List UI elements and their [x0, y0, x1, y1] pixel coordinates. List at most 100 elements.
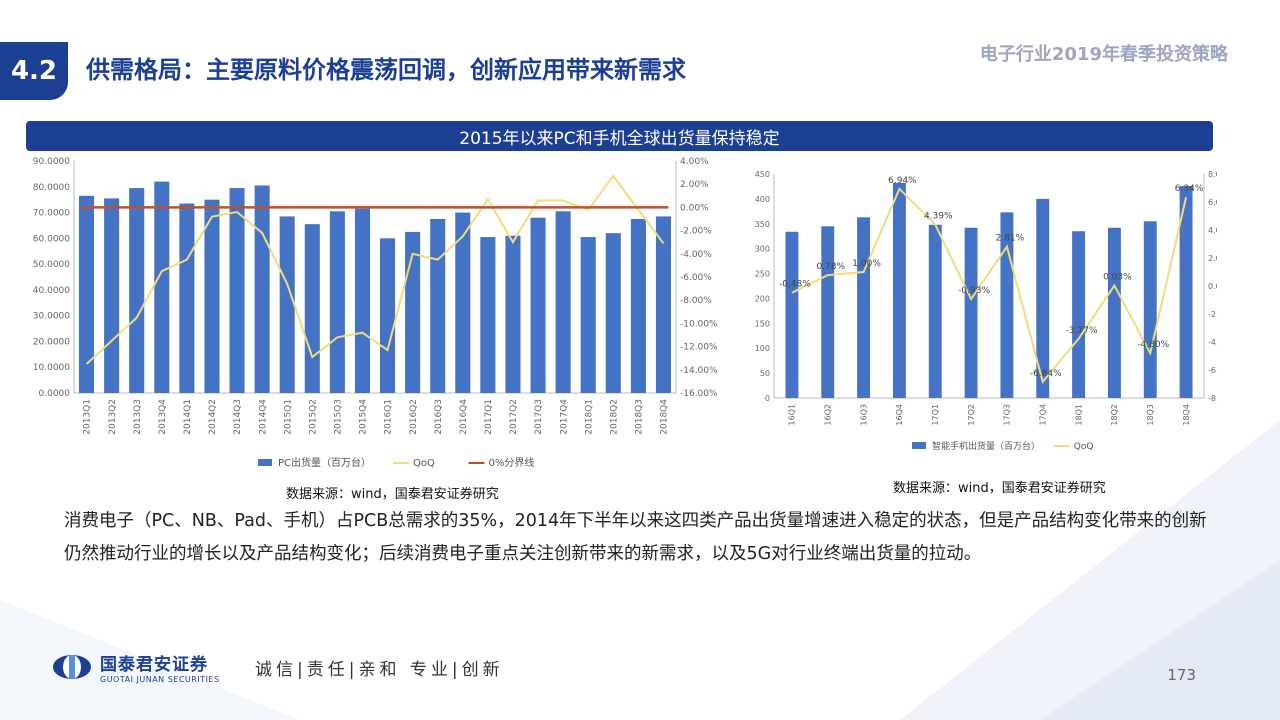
- right-tick-label: -16.00%: [680, 389, 718, 399]
- category-label: 18Q1: [1074, 404, 1083, 426]
- category-label: 2013Q1: [83, 399, 93, 435]
- right-tick-label: 8.00%: [1208, 170, 1217, 179]
- right-chart-source: 数据来源：wind，国泰君安证券研究: [893, 481, 1106, 496]
- category-label: 17Q3: [1003, 404, 1012, 426]
- category-label: 2018Q4: [660, 399, 670, 435]
- left-tick-label: 50.0000: [33, 260, 70, 270]
- bar-2013Q4: [154, 181, 170, 393]
- logo-mark-icon: [53, 655, 91, 679]
- bar-2014Q3: [229, 188, 245, 393]
- left-tick-label: 350: [755, 220, 770, 229]
- page-title: 供需格局：主要原料价格震荡回调，创新应用带来新需求: [86, 56, 686, 84]
- bar-2013Q3: [129, 188, 145, 393]
- right-tick-label: 4.00%: [680, 157, 709, 167]
- left-tick-label: 40.0000: [33, 286, 70, 296]
- category-label: 2017Q4: [559, 399, 569, 435]
- bar-18Q4: [1179, 185, 1193, 398]
- smartphone-shipment-chart: 0 50 100 150 200 250 300 350 400 450 8.00% 6.00% 4.0…: [752, 162, 1237, 464]
- bar-2017Q4: [555, 211, 571, 393]
- category-label: 2016Q4: [459, 399, 469, 435]
- legend-label: PC出货量（百万台）: [278, 456, 371, 469]
- left-tick-label: 60.0000: [33, 234, 70, 244]
- bar-18Q1: [1072, 231, 1086, 398]
- left-tick-label: 0.0000: [39, 389, 71, 399]
- left-tick-label: 70.0000: [33, 209, 70, 219]
- left-tick-label: 10.0000: [33, 363, 70, 373]
- bar-2014Q2: [204, 199, 220, 393]
- category-label: 2013Q3: [133, 399, 143, 435]
- data-label: 2.81%: [996, 234, 1025, 244]
- category-label: 2017Q1: [484, 399, 494, 435]
- category-label: 2014Q2: [208, 399, 218, 435]
- bar-16Q2: [821, 226, 835, 398]
- data-label: 0.78%: [816, 262, 845, 272]
- right-tick-label: 0.00%: [680, 203, 709, 213]
- right-tick-label: -2.00%: [680, 227, 712, 237]
- right-tick-label: -10.00%: [680, 319, 718, 329]
- left-tick-label: 200: [755, 294, 770, 303]
- left-tick-label: 0: [765, 394, 770, 403]
- bar-2018Q2: [605, 233, 621, 393]
- right-tick-label: -12.00%: [680, 343, 718, 353]
- category-label: 18Q2: [1110, 404, 1119, 426]
- category-label: 17Q1: [931, 404, 940, 426]
- bar-2016Q1: [380, 238, 396, 393]
- bar-2016Q3: [430, 219, 446, 393]
- category-label: 2014Q4: [258, 399, 268, 435]
- bar-2018Q1: [580, 237, 596, 393]
- data-label: -3.77%: [1066, 326, 1098, 336]
- legend-swatch-bar: [258, 459, 272, 466]
- right-tick-label: -4.00%: [1208, 338, 1217, 347]
- right-tick-label: -6.00%: [680, 273, 712, 283]
- category-label: 16Q4: [895, 404, 904, 426]
- left-tick-label: 100: [755, 344, 770, 353]
- bar-2018Q3: [630, 219, 646, 393]
- left-tick-label: 50: [760, 369, 770, 378]
- category-label: 2013Q4: [158, 399, 168, 435]
- category-label: 2018Q3: [635, 399, 645, 435]
- bar-2013Q1: [79, 195, 95, 393]
- data-label: -4.80%: [1137, 340, 1169, 350]
- category-label: 16Q1: [788, 404, 797, 426]
- legend-label: 0%分界线: [489, 456, 535, 469]
- right-tick-label: 0.00%: [1208, 282, 1217, 291]
- legend-label: QoQ: [413, 458, 435, 469]
- category-label: 2015Q2: [308, 399, 318, 435]
- bar-17Q2: [964, 227, 978, 398]
- category-label: 2015Q4: [359, 399, 369, 435]
- category-label: 2015Q3: [334, 399, 344, 435]
- bar-17Q1: [928, 224, 942, 398]
- pc-shipment-chart: 0.0000 10.0000 20.0000 30.0000 40.0000 50.000…: [26, 155, 726, 480]
- qoq-line-series: [85, 174, 665, 365]
- right-tick-label: 6.00%: [1208, 198, 1217, 207]
- legend-label: QoQ: [1074, 442, 1094, 452]
- bar-2013Q2: [104, 198, 120, 393]
- category-label: 18Q3: [1146, 404, 1155, 426]
- category-label: 17Q2: [967, 404, 976, 426]
- bar-2017Q3: [530, 217, 546, 393]
- category-label: 2016Q2: [409, 399, 419, 435]
- data-label: 6.34%: [1175, 184, 1204, 194]
- smartphone-chart-svg: 0 50 100 150 200 250 300 350 400 450 8.00% 6.00% 4.0…: [755, 170, 1237, 452]
- left-tick-label: 450: [755, 170, 770, 179]
- bar-17Q4: [1036, 198, 1050, 398]
- category-label: 2014Q1: [183, 399, 193, 435]
- pc-chart-svg: 0.0000 10.0000 20.0000 30.0000 40.0000 50.000…: [33, 157, 718, 469]
- bar-2014Q4: [254, 185, 270, 393]
- right-tick-label: -4.00%: [680, 250, 712, 260]
- bar-18Q2: [1107, 227, 1121, 398]
- bar-2014Q1: [179, 203, 195, 393]
- category-label: 2018Q1: [584, 399, 594, 435]
- category-label: 16Q2: [824, 404, 833, 426]
- left-tick-label: 30.0000: [33, 312, 70, 322]
- bar-2015Q1: [279, 216, 295, 393]
- right-tick-label: -8.00%: [680, 296, 712, 306]
- category-label: 2015Q1: [283, 399, 293, 435]
- left-tick-label: 20.0000: [33, 337, 70, 347]
- section-number-tag: 4.2: [0, 42, 68, 100]
- bar-2017Q1: [480, 237, 496, 393]
- right-tick-label: -8.00%: [1208, 394, 1217, 403]
- company-motto: 诚信|责任|亲和 专业|创新: [255, 660, 504, 680]
- left-tick-label: 300: [755, 245, 770, 254]
- bar-16Q3: [857, 217, 871, 398]
